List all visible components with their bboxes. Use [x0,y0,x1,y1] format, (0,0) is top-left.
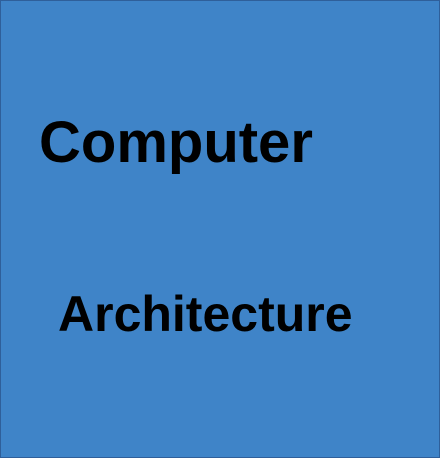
title-line-architecture: Architecture [58,286,353,342]
title-line-computer: Computer [39,110,313,175]
